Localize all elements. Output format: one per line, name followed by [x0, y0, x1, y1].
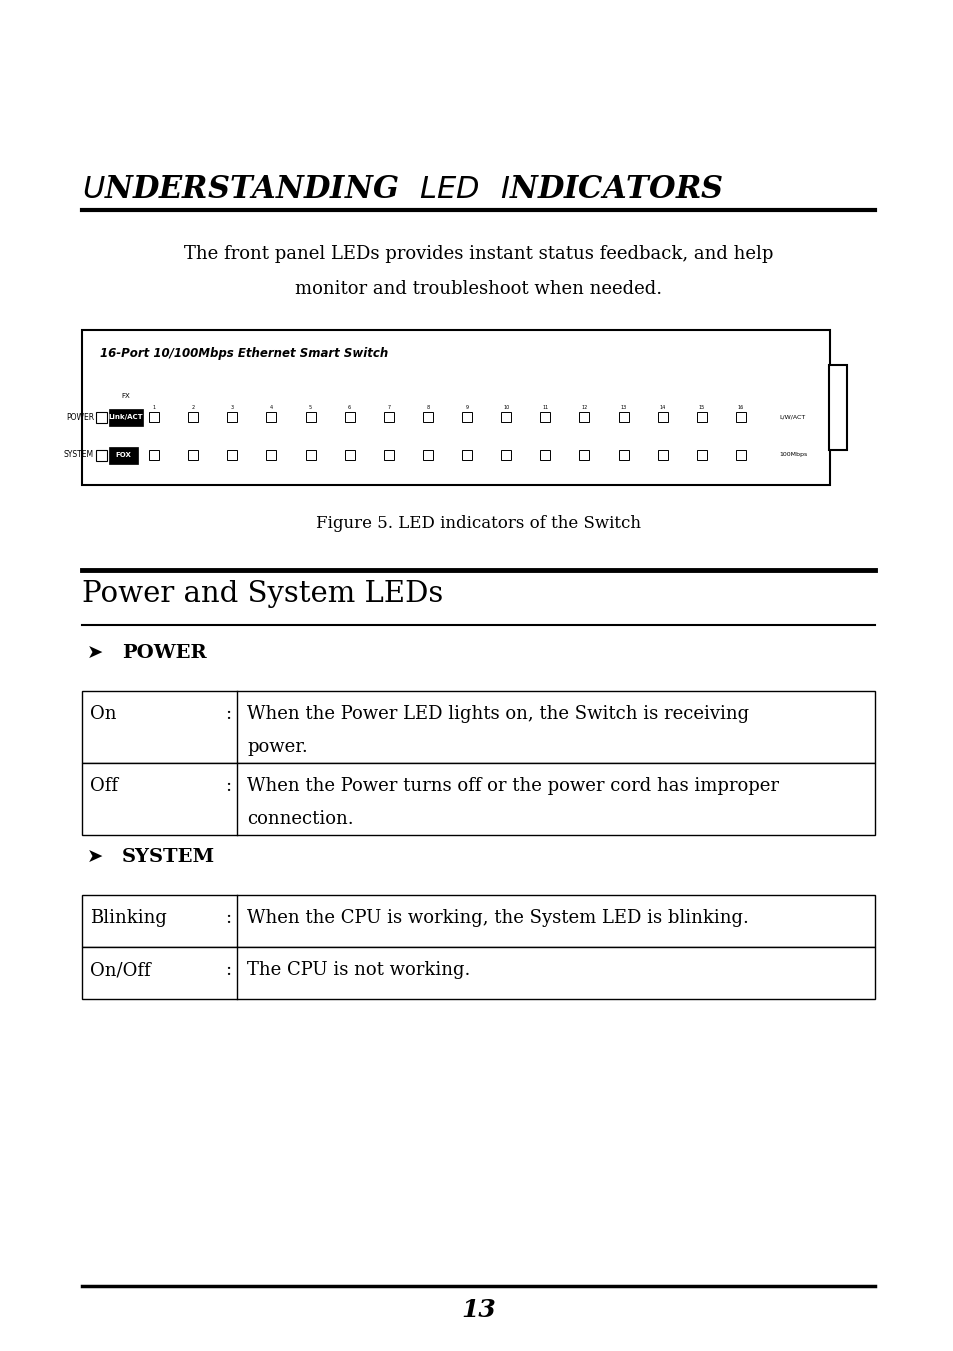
Bar	[657, 412, 667, 422]
Bar	[461, 450, 472, 459]
Text: 8: 8	[426, 405, 429, 409]
Bar	[96, 450, 107, 461]
Text: monitor and troubleshoot when needed.: monitor and troubleshoot when needed.	[294, 280, 661, 299]
Bar	[305, 412, 315, 422]
Text: 6: 6	[348, 405, 351, 409]
Bar	[344, 450, 355, 459]
Text: The CPU is not working.: The CPU is not working.	[247, 961, 470, 979]
Text: 11: 11	[541, 405, 548, 409]
Bar	[735, 450, 745, 459]
Bar	[266, 412, 276, 422]
Text: 13: 13	[460, 1298, 496, 1323]
Bar	[500, 412, 511, 422]
Bar	[383, 412, 394, 422]
Bar	[422, 450, 433, 459]
Text: POWER: POWER	[66, 412, 94, 422]
Text: FOX: FOX	[115, 453, 132, 458]
Text: SYSTEM: SYSTEM	[64, 450, 94, 459]
Text: SYSTEM: SYSTEM	[122, 848, 214, 866]
Bar	[266, 450, 276, 459]
Text: 100Mbps: 100Mbps	[779, 453, 806, 458]
Bar	[305, 450, 315, 459]
Text: 16-Port 10/100Mbps Ethernet Smart Switch: 16-Port 10/100Mbps Ethernet Smart Switch	[100, 347, 388, 359]
Text: :: :	[225, 705, 231, 723]
Bar	[82, 763, 874, 835]
Text: Off: Off	[90, 777, 118, 794]
Bar	[828, 365, 846, 450]
Bar	[657, 450, 667, 459]
Bar	[149, 412, 159, 422]
Text: 16: 16	[737, 405, 743, 409]
Bar	[227, 450, 237, 459]
Text: 12: 12	[580, 405, 587, 409]
Bar	[500, 450, 511, 459]
Bar	[82, 330, 829, 485]
Text: When the Power LED lights on, the Switch is receiving: When the Power LED lights on, the Switch…	[247, 705, 748, 723]
Text: L/W/ACT: L/W/ACT	[779, 415, 804, 420]
Text: On: On	[90, 705, 116, 723]
Bar	[735, 412, 745, 422]
Text: :: :	[225, 961, 231, 979]
Bar	[149, 450, 159, 459]
Text: $\it{U}$NDERSTANDING  $\mathbf{\it{LED}}$  $\it{I}$NDICATORS: $\it{U}$NDERSTANDING $\mathbf{\it{LED}}$…	[82, 174, 722, 205]
Text: Blinking: Blinking	[90, 909, 167, 927]
Text: 13: 13	[619, 405, 626, 409]
Text: power.: power.	[247, 738, 308, 757]
Bar	[696, 412, 706, 422]
Text: 7: 7	[387, 405, 390, 409]
Bar	[109, 408, 143, 426]
Text: :: :	[225, 909, 231, 927]
Bar	[618, 450, 628, 459]
Text: 1: 1	[152, 405, 155, 409]
Text: 15: 15	[698, 405, 704, 409]
Text: connection.: connection.	[247, 811, 354, 828]
Text: POWER: POWER	[122, 644, 207, 662]
Text: 9: 9	[465, 405, 468, 409]
Bar	[96, 412, 107, 423]
Bar	[539, 450, 550, 459]
Text: Link/ACT: Link/ACT	[109, 413, 143, 420]
Bar	[383, 450, 394, 459]
Bar	[82, 894, 874, 947]
Bar	[618, 412, 628, 422]
Bar	[188, 450, 198, 459]
Text: Figure 5. LED indicators of the Switch: Figure 5. LED indicators of the Switch	[315, 515, 640, 532]
Bar	[578, 450, 589, 459]
Text: The front panel LEDs provides instant status feedback, and help: The front panel LEDs provides instant st…	[184, 245, 772, 263]
Bar	[578, 412, 589, 422]
Text: 2: 2	[192, 405, 194, 409]
Bar	[188, 412, 198, 422]
Text: 10: 10	[502, 405, 509, 409]
Text: On/Off: On/Off	[90, 961, 151, 979]
Text: 5: 5	[309, 405, 312, 409]
Bar	[227, 412, 237, 422]
Text: Power and System LEDs: Power and System LEDs	[82, 580, 443, 608]
Text: :: :	[225, 777, 231, 794]
Bar	[422, 412, 433, 422]
Text: When the Power turns off or the power cord has improper: When the Power turns off or the power co…	[247, 777, 779, 794]
Bar	[109, 446, 138, 463]
Text: FX: FX	[121, 393, 131, 399]
Bar	[696, 450, 706, 459]
Bar	[82, 947, 874, 998]
Bar	[461, 412, 472, 422]
Bar	[82, 690, 874, 763]
Text: 3: 3	[231, 405, 233, 409]
Text: ➤: ➤	[87, 847, 103, 866]
Text: ➤: ➤	[87, 643, 103, 662]
Text: When the CPU is working, the System LED is blinking.: When the CPU is working, the System LED …	[247, 909, 748, 927]
Text: 14: 14	[659, 405, 665, 409]
Bar	[344, 412, 355, 422]
Text: 4: 4	[270, 405, 273, 409]
Bar	[539, 412, 550, 422]
